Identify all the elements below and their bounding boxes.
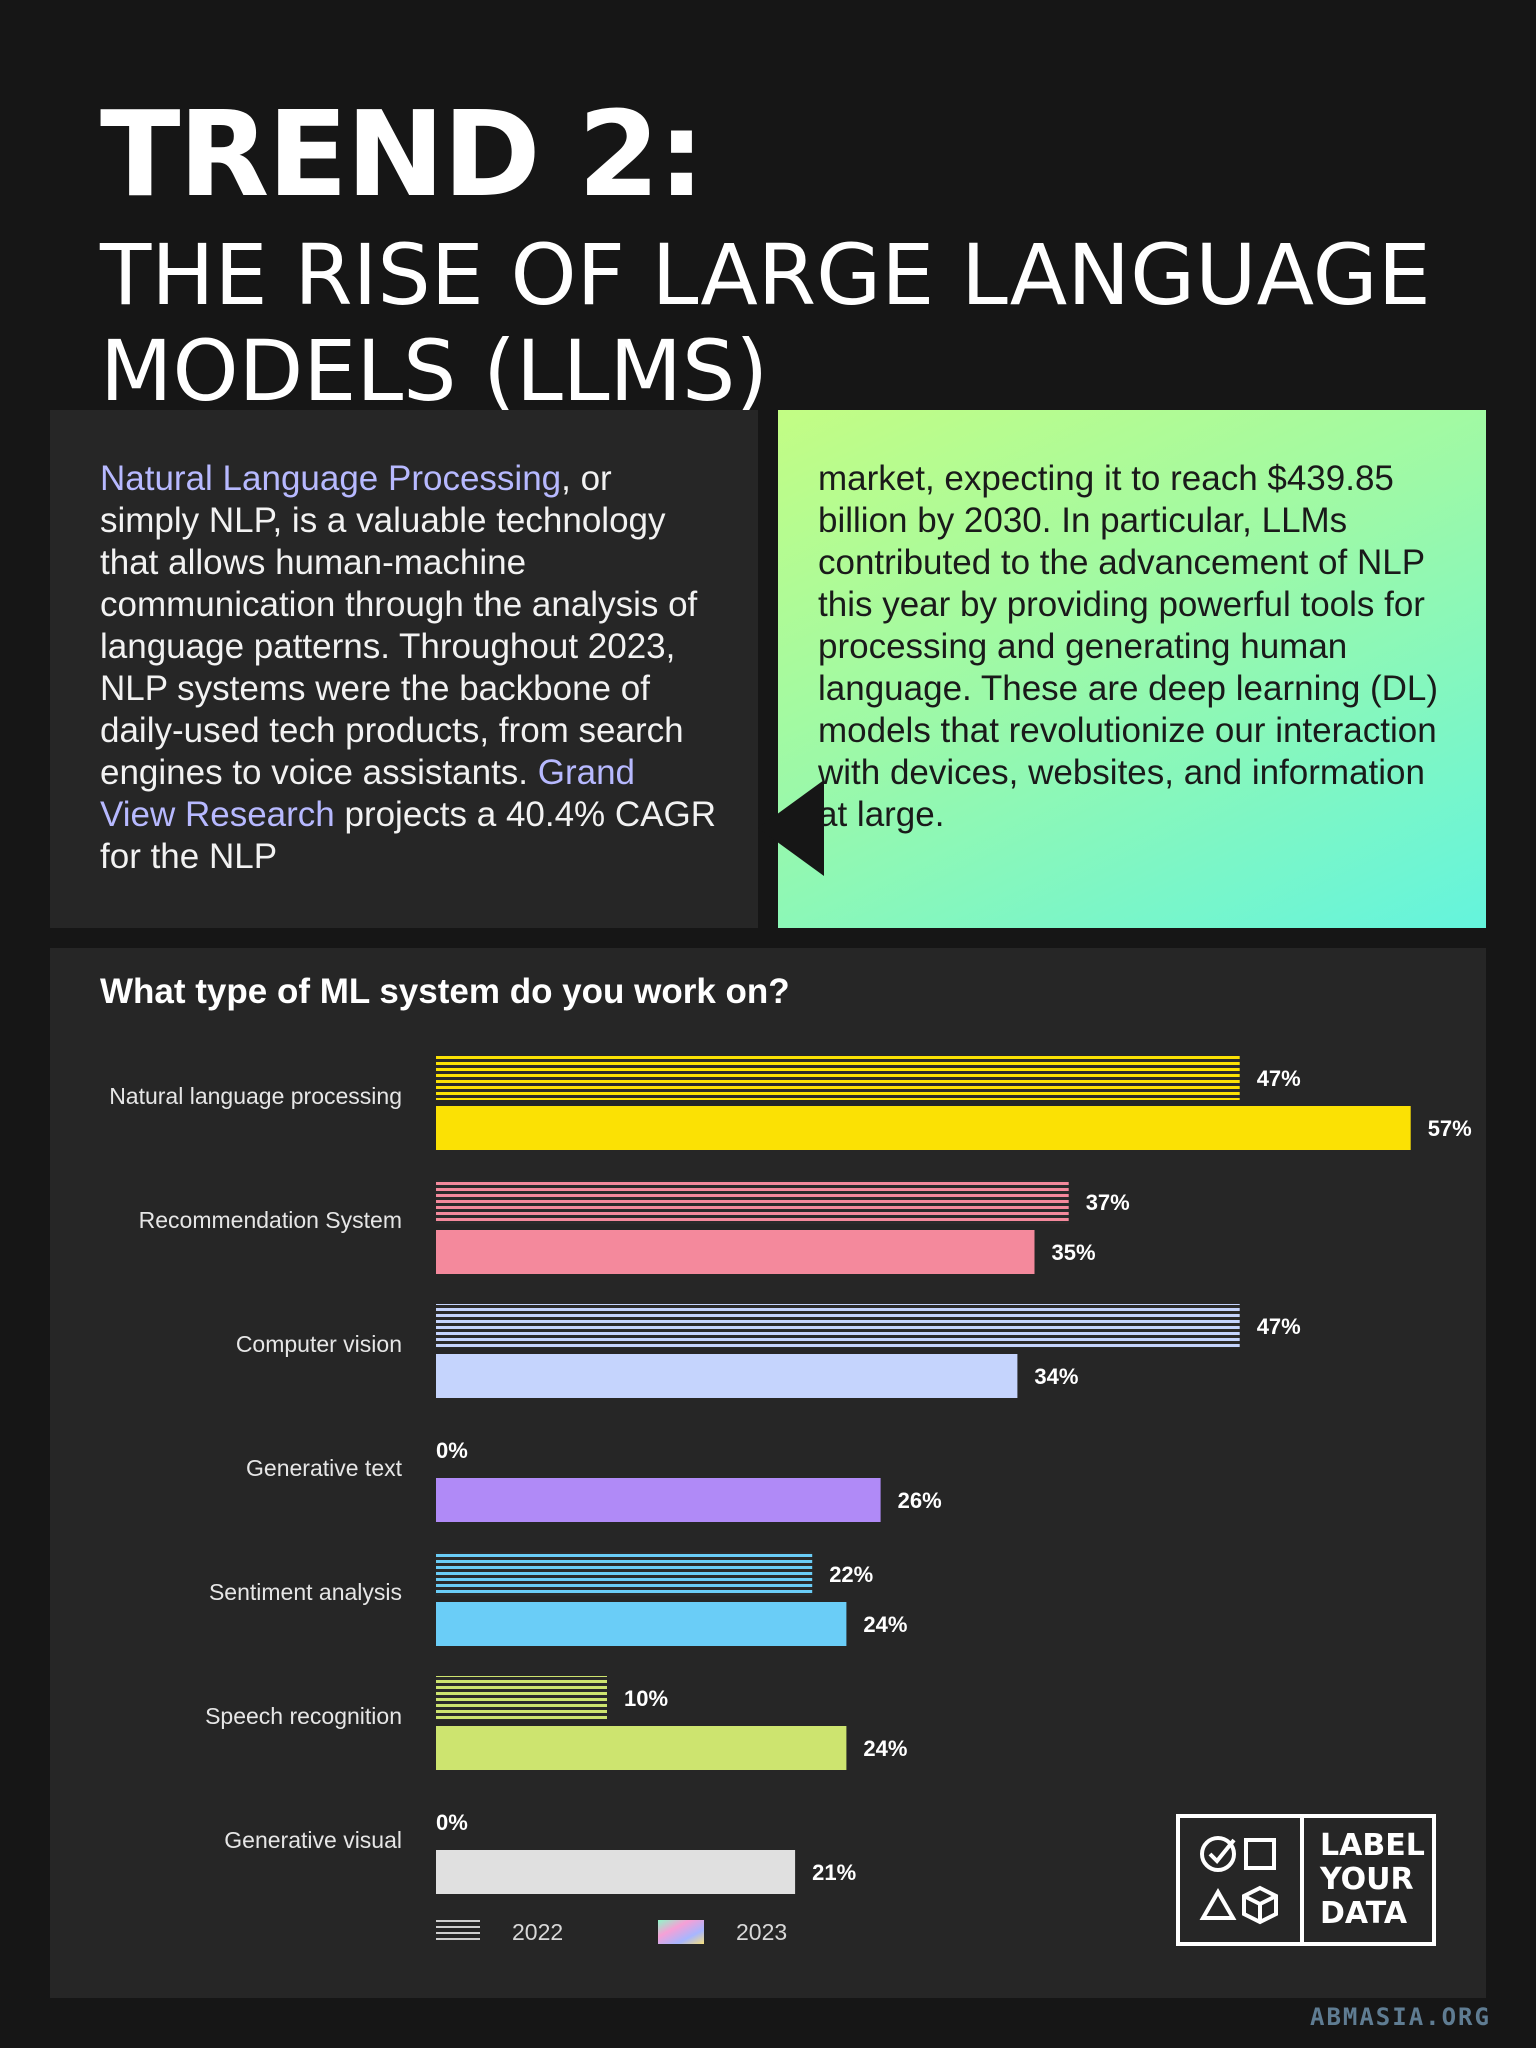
value-label-2022: 0% — [436, 1810, 468, 1835]
category-label: Recommendation System — [139, 1207, 402, 1233]
watermark: ABMASIA.ORG — [1310, 2003, 1491, 2031]
page-title: TREND 2: — [100, 85, 705, 223]
label-your-data-logo: LABEL YOUR DATA — [1176, 1814, 1436, 1946]
value-label-2023: 26% — [898, 1488, 942, 1513]
intro-text-1: , or simply NLP, is a valuable technolog… — [100, 459, 698, 792]
page-subtitle: THE RISE OF LARGE LANGUAGE MODELS (LLMS) — [100, 226, 1431, 420]
bar-2023 — [436, 1602, 847, 1646]
bar-2023 — [436, 1850, 796, 1894]
logo-line-2: YOUR — [1320, 1862, 1414, 1897]
bar-2023 — [436, 1478, 881, 1522]
bar-2023 — [436, 1726, 847, 1770]
value-label-2023: 24% — [863, 1736, 907, 1761]
category-label: Speech recognition — [205, 1703, 402, 1729]
category-label: Computer vision — [236, 1331, 402, 1357]
value-label-2023: 57% — [1428, 1116, 1472, 1141]
bar-2022 — [436, 1552, 813, 1596]
bar-2022 — [436, 1676, 607, 1720]
value-label-2022: 0% — [436, 1438, 468, 1463]
legend-swatch-2022 — [436, 1920, 480, 1944]
legend-label-2022: 2022 — [512, 1919, 563, 1945]
value-label-2022: 37% — [1086, 1190, 1130, 1215]
value-label-2022: 47% — [1257, 1314, 1301, 1339]
value-label-2022: 47% — [1257, 1066, 1301, 1091]
bar-2022 — [436, 1180, 1069, 1224]
header: TREND 2: THE RISE OF LARGE LANGUAGE MODE… — [100, 95, 1500, 419]
intro-text-2: projects a 40.4% CAGR for the NLP — [100, 795, 717, 876]
logo-line-1: LABEL — [1320, 1828, 1425, 1863]
category-label: Natural language processing — [109, 1083, 402, 1109]
value-label-2023: 34% — [1034, 1364, 1078, 1389]
category-label: Sentiment analysis — [209, 1579, 402, 1605]
value-label-2022: 10% — [624, 1686, 668, 1711]
value-label-2023: 21% — [812, 1860, 856, 1885]
legend-swatch-2023 — [658, 1920, 704, 1944]
bar-2023 — [436, 1230, 1035, 1274]
grand-view-research-link[interactable]: Grand View Research — [100, 753, 636, 834]
value-label-2022: 22% — [829, 1562, 873, 1587]
logo-symbols-icon — [1199, 1836, 1278, 1925]
logo-line-3: DATA — [1320, 1896, 1408, 1931]
chart-title: What type of ML system do you work on? — [100, 972, 790, 1011]
value-label-2023: 35% — [1052, 1240, 1096, 1265]
bar-2023 — [436, 1354, 1018, 1398]
value-label-2023: 24% — [863, 1612, 907, 1637]
arrow-connector-icon — [758, 780, 824, 876]
logo-text: LABEL YOUR DATA — [1304, 1818, 1432, 1942]
intro-right-text: market, expecting it to reach $439.85 bi… — [818, 459, 1439, 834]
legend-label-2023: 2023 — [736, 1919, 787, 1945]
category-label: Generative text — [246, 1455, 403, 1481]
bar-2023 — [436, 1106, 1411, 1150]
logo-icons — [1180, 1818, 1304, 1942]
category-label: Generative visual — [224, 1827, 402, 1853]
bar-2022 — [436, 1056, 1240, 1100]
intro-left-panel: Natural Language Processing, or simply N… — [50, 410, 758, 928]
intro-right-panel: market, expecting it to reach $439.85 bi… — [778, 410, 1486, 928]
bar-2022 — [436, 1304, 1240, 1348]
nlp-link[interactable]: Natural Language Processing — [100, 459, 562, 498]
